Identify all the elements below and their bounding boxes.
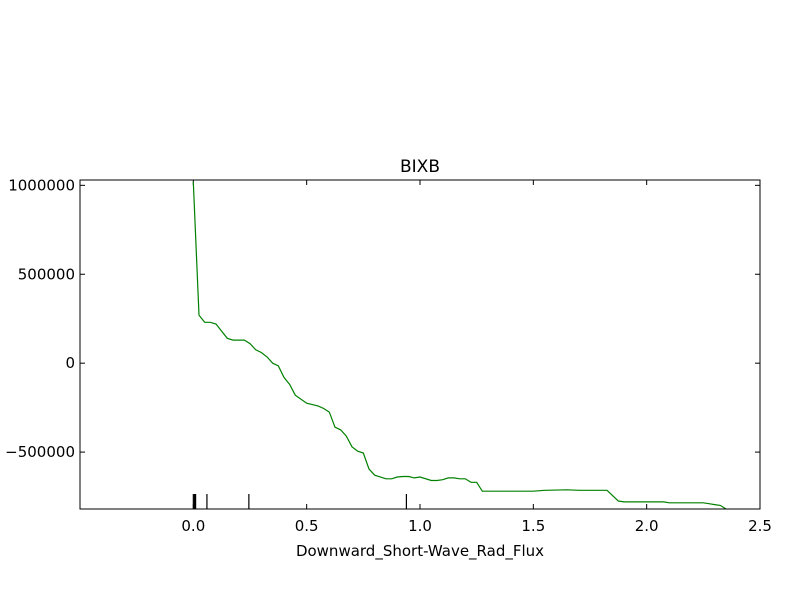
y-tick-labels: 1000000 500000 0 −500000 [5,176,75,461]
x-tick-label: 1.0 [408,517,432,535]
x-axis-label: Downward_Short-Wave_Rad_Flux [296,542,544,561]
x-tick-label: 2.0 [635,517,659,535]
y-tick-label: 500000 [18,265,75,283]
y-tick-label: −500000 [5,443,75,461]
rug-marks [192,494,407,509]
x-tick-label: 0.5 [295,517,319,535]
x-tick-label: 2.5 [748,517,772,535]
chart-title: BIXB [400,157,440,177]
axis-ticks [80,180,761,509]
x-tick-label: 1.5 [521,517,545,535]
x-tick-label: 0.0 [181,517,205,535]
series-line [192,181,727,510]
y-tick-label: 0 [65,354,75,372]
plot-area-frame [79,179,761,510]
x-tick-labels: 0.0 0.5 1.0 1.5 2.0 2.5 [181,517,772,535]
y-tick-label: 1000000 [8,176,75,194]
